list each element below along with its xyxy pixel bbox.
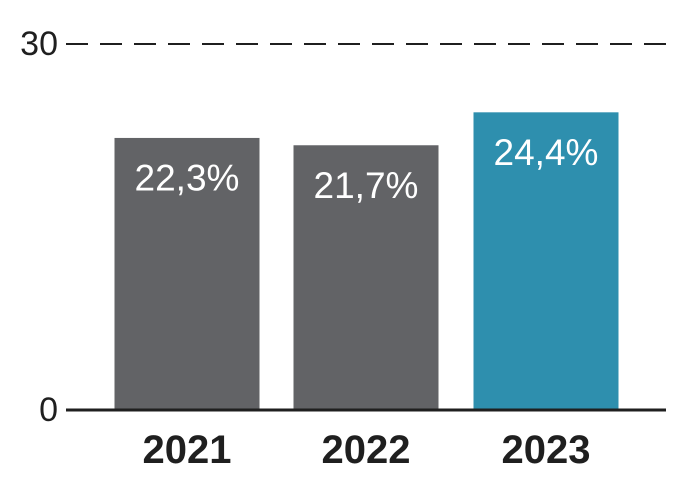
y-axis-ticks: 0 30 [20,25,58,429]
y-tick-label: 0 [39,391,58,429]
y-tick-label: 30 [20,25,58,63]
data-labels: 22,3% 21,7% 24,4% [135,132,599,206]
bar-2021 [114,137,260,410]
x-axis-ticks: 2021 2022 2023 [143,428,591,472]
bar-2022 [293,145,439,410]
x-tick-label-2023: 2023 [502,428,591,472]
bar-2023 [473,112,619,410]
data-label-2023: 24,4% [494,132,599,173]
data-label-2022: 21,7% [314,165,419,206]
bars [114,112,619,410]
x-tick-label-2022: 2022 [322,428,411,472]
x-tick-label-2021: 2021 [143,428,232,472]
data-label-2021: 22,3% [135,157,240,198]
